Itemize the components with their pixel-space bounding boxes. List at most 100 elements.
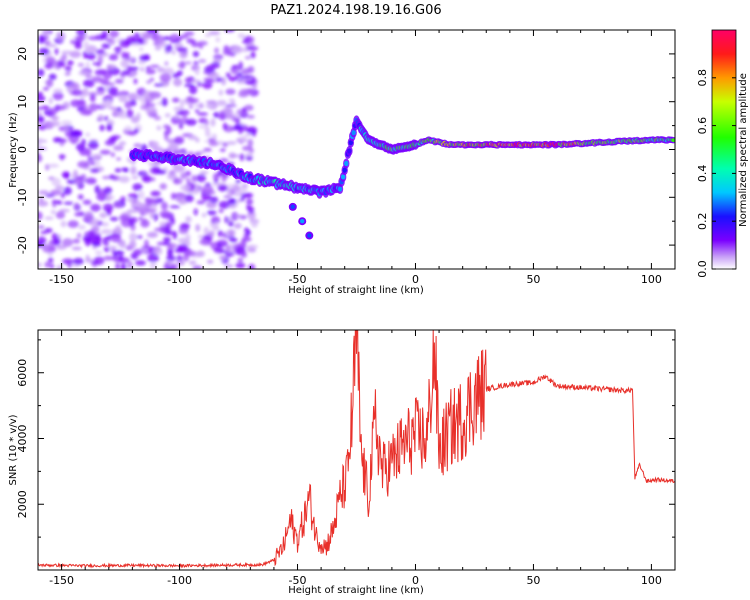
spectrogram-noise-blob <box>38 262 43 268</box>
spectrogram-noise-blob <box>85 132 91 137</box>
spectrogram-noise-blob <box>206 259 214 264</box>
spectrogram-noise-blob <box>153 83 164 87</box>
spectrogram-noise-blob <box>231 65 239 69</box>
spectrogram-noise-blob <box>130 99 137 107</box>
spectrogram-noise-blob <box>110 234 122 243</box>
spectrogram-ridge-cell <box>347 148 352 154</box>
spectrogram-noise-blob <box>191 175 198 183</box>
spectrogram-noise-blob <box>195 223 201 232</box>
spectrogram-noise-blob <box>48 107 58 115</box>
spectrogram-noise-blob <box>233 214 244 218</box>
spectrogram-noise-blob <box>73 169 78 177</box>
spectrogram-noise-blob <box>166 254 175 262</box>
spectrogram-noise-blob <box>206 79 216 83</box>
spectrogram-noise-blob <box>133 78 138 85</box>
spectrogram-noise-blob <box>203 147 212 152</box>
spectrogram-noise-blob <box>154 227 165 232</box>
spectrogram-noise-blob <box>225 244 231 253</box>
spectrogram-noise-blob <box>120 263 127 269</box>
snr-series-line <box>38 330 675 569</box>
spectrogram-noise-blob <box>225 72 231 78</box>
spectrogram-noise-blob <box>228 198 237 205</box>
spectrogram-noise-blob <box>43 40 51 45</box>
spectrogram-noise-blob <box>45 56 56 64</box>
spectrogram-noise-blob <box>88 104 95 109</box>
spectrogram-noise-blob <box>251 84 258 89</box>
spectrogram-noise-blob <box>69 129 82 138</box>
spectrogram-noise-blob <box>110 152 116 158</box>
spectrogram-noise-blob <box>62 238 74 247</box>
spectrogram-noise-blob <box>187 134 197 140</box>
spectrogram-noise-blob <box>156 125 162 131</box>
spectrogram-noise-blob <box>38 36 45 44</box>
spectrogram-noise-blob <box>60 138 68 143</box>
spectrogram-noise-blob <box>179 200 186 205</box>
snr-y-tick-label: 2000 <box>16 490 29 518</box>
spectrogram-noise-blob <box>148 162 160 167</box>
spectrogram-noise-blob <box>74 40 81 49</box>
spectrogram-noise-blob <box>206 210 217 216</box>
spectrogram-noise-blob <box>53 237 61 246</box>
spectrogram-noise-blob <box>100 229 113 235</box>
spectrogram-noise-blob <box>103 186 113 194</box>
spectrogram-noise-blob <box>51 177 61 187</box>
spectrogram-noise-blob <box>87 35 100 41</box>
spectrogram-noise-blob <box>208 230 215 237</box>
spectrogram-noise-blob <box>173 78 183 87</box>
spectrogram-noise-blob <box>198 43 204 50</box>
spectrogram-noise-blob <box>77 160 90 169</box>
spectrogram-noise-blob <box>48 97 53 105</box>
spectrogram-noise-blob <box>102 203 114 213</box>
spectrogram-noise-blob <box>126 260 133 269</box>
spectrogram-noise-blob <box>94 185 100 194</box>
spectrogram-noise-blob <box>146 80 152 84</box>
spectrogram-noise-blob <box>145 68 156 75</box>
spectrogram-noise-blob <box>139 47 144 52</box>
spectrogram-noise-blob <box>246 126 258 135</box>
spectrogram-noise-blob <box>38 138 44 143</box>
spectrogram-noise-blob <box>149 77 155 82</box>
colorbar: 0.0 0.2 0.4 0.6 0.8 Normalized spectral ampl… <box>696 29 749 278</box>
spectrogram-noise-blob <box>56 264 64 269</box>
spectrogram-noise-blob <box>42 139 48 144</box>
spectrogram-noise-blob <box>50 209 57 215</box>
spectrogram-noise-blob <box>114 168 122 173</box>
spectrogram-noise-blob <box>55 185 64 192</box>
spectrogram-noise-blob <box>225 88 236 95</box>
spectrogram-noise-blob <box>55 211 66 219</box>
spectrogram-x-tick-label: 0 <box>412 273 419 286</box>
spectrogram-noise-blob <box>118 94 128 103</box>
spectrogram-noise-blob <box>133 143 142 148</box>
spectrogram-noise-blob <box>242 185 248 193</box>
spectrogram-noise-blob <box>195 137 200 143</box>
spectrogram-noise-blob <box>236 80 247 85</box>
spectrogram-noise-blob <box>76 30 87 36</box>
spectrogram-noise-blob <box>167 249 174 257</box>
spectrogram-noise-blob <box>172 177 183 185</box>
spectrogram-noise-blob <box>164 113 171 118</box>
spectrogram-noise-blob <box>90 154 103 158</box>
snr-x-tick-label: 100 <box>641 574 662 587</box>
spectrogram-noise-blob <box>175 111 185 116</box>
spectrogram-noise-blob <box>145 103 156 107</box>
spectrogram-noise-blob <box>192 50 200 58</box>
spectrogram-noise-blob <box>38 115 45 124</box>
spectrogram-noise-blob <box>179 99 185 108</box>
spectrogram-noise-blob <box>82 235 92 243</box>
spectrogram-noise-blob <box>144 239 149 249</box>
spectrogram-noise-blob <box>92 241 102 247</box>
spectrogram-noise-blob <box>90 203 101 212</box>
spectrogram-noise-blob <box>94 250 103 256</box>
spectrogram-noise-blob <box>115 225 122 234</box>
spectrogram-noise-blob <box>99 149 111 155</box>
spectrogram-noise-blob <box>222 122 228 131</box>
spectrogram-noise-blob <box>239 136 248 142</box>
spectrogram-noise-blob <box>76 232 82 239</box>
spectrogram-noise-blob <box>219 148 226 152</box>
spectrogram-noise-blob <box>153 247 163 256</box>
spectrogram-noise-blob <box>51 115 60 121</box>
spectrogram-noise-blob <box>74 178 83 186</box>
spectrogram-noise-blob <box>244 80 256 85</box>
spectrogram-noise-blob <box>38 106 45 111</box>
